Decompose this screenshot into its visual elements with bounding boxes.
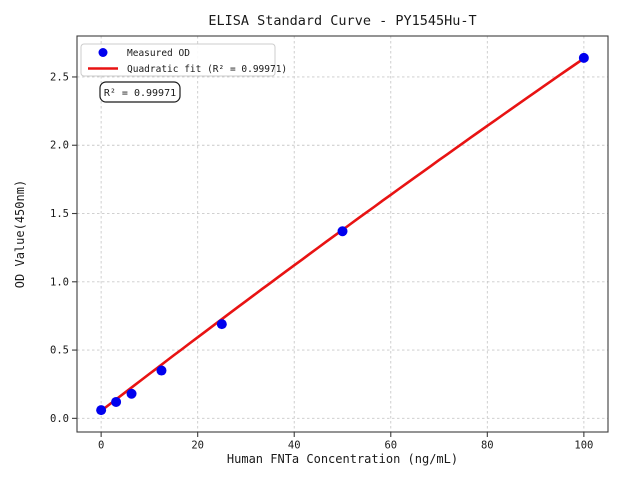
y-tick-label: 0.0 <box>50 413 69 425</box>
x-tick-label: 40 <box>288 440 301 452</box>
r-squared-annotation-box <box>99 81 181 103</box>
y-tick-label: 2.5 <box>50 71 69 83</box>
y-tick-label: 1.0 <box>50 276 69 288</box>
legend-marker-circle-icon <box>98 48 108 57</box>
x-tick-label: 20 <box>191 440 204 452</box>
y-axis-label: OD Value(450nm) <box>13 180 27 288</box>
legend-label-quadratic-fit: Quadratic fit (R² = 0.99971) <box>127 64 287 75</box>
x-tick-label: 0 <box>98 440 104 452</box>
data-point <box>156 365 167 376</box>
x-axis-label: Human FNTa Concentration (ng/mL) <box>227 452 458 466</box>
r-squared-annotation-text: R² = 0.99971 <box>104 88 176 99</box>
x-tick-label: 100 <box>574 440 593 452</box>
chart-title: ELISA Standard Curve - PY1545Hu-T <box>208 13 476 29</box>
data-point <box>111 396 122 407</box>
x-tick-label: 60 <box>384 440 397 452</box>
y-tick-label: 1.5 <box>50 208 69 220</box>
y-tick-label: 0.5 <box>50 345 69 357</box>
x-tick-label: 80 <box>481 440 494 452</box>
legend-label-measured-od: Measured OD <box>127 48 190 59</box>
legend-box <box>80 43 276 77</box>
plot-frame <box>76 35 609 433</box>
data-point <box>337 226 348 237</box>
data-point <box>216 319 227 330</box>
data-point <box>578 52 589 63</box>
data-point <box>126 388 137 399</box>
data-point <box>96 405 107 416</box>
y-tick-label: 2.0 <box>50 140 69 152</box>
